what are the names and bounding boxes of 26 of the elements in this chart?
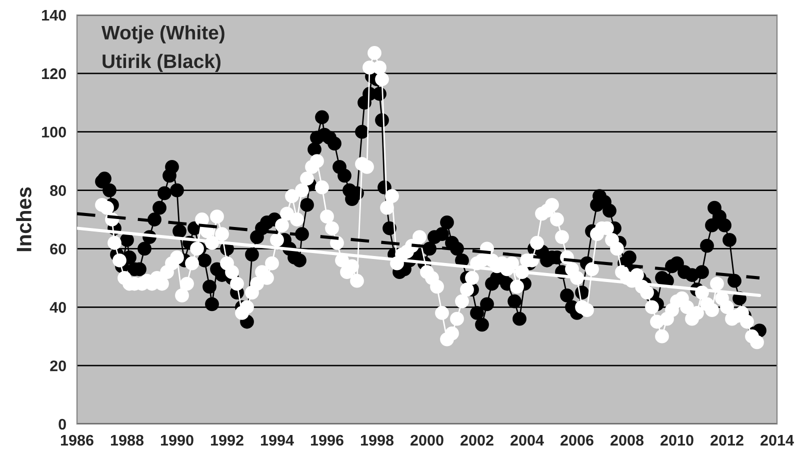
y-tick-label: 80 bbox=[50, 185, 66, 196]
y-tick-label: 140 bbox=[42, 10, 66, 21]
y-tick-label: 120 bbox=[42, 68, 66, 80]
x-tick-label: 2000 bbox=[410, 434, 444, 446]
y-tick-label: 100 bbox=[42, 126, 66, 138]
x-tick-label: 1998 bbox=[360, 434, 394, 446]
x-tick-label: 2004 bbox=[510, 434, 544, 446]
x-tick-label: 1994 bbox=[260, 434, 294, 446]
x-tick-label: 2012 bbox=[710, 434, 744, 446]
x-tick-label: 2014 bbox=[760, 434, 794, 446]
annotation: Utirik (Black) bbox=[102, 54, 220, 72]
x-tick-label: 1996 bbox=[310, 434, 344, 446]
x-tick-label: 2010 bbox=[660, 434, 694, 446]
x-tick-label: 1992 bbox=[210, 434, 244, 446]
x-tick-label: 1990 bbox=[160, 434, 194, 446]
y-tick-label: 20 bbox=[50, 360, 66, 372]
x-tick-label: 2002 bbox=[460, 434, 494, 446]
y-tick-label: 60 bbox=[50, 244, 66, 254]
x-tick-label: 1988 bbox=[110, 434, 144, 446]
x-tick-label: 2006 bbox=[560, 434, 594, 446]
x-tick-label: 1986 bbox=[60, 434, 94, 446]
y-tick-label: 40 bbox=[50, 302, 66, 313]
y-tick-label: 0 bbox=[58, 418, 66, 430]
annotation: Wotje (White) bbox=[102, 25, 224, 44]
y-axis-title: Inches bbox=[16, 187, 32, 252]
x-tick-label: 2008 bbox=[610, 434, 644, 446]
